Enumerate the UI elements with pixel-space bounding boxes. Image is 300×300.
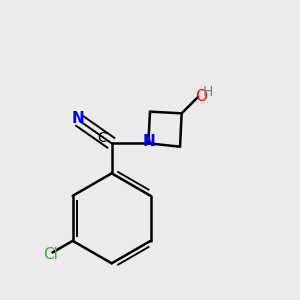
Text: H: H [203, 85, 213, 99]
Text: Cl: Cl [44, 247, 58, 262]
Text: C: C [97, 131, 107, 145]
Text: N: N [143, 134, 156, 149]
Text: N: N [72, 111, 85, 126]
Text: O: O [195, 89, 207, 104]
